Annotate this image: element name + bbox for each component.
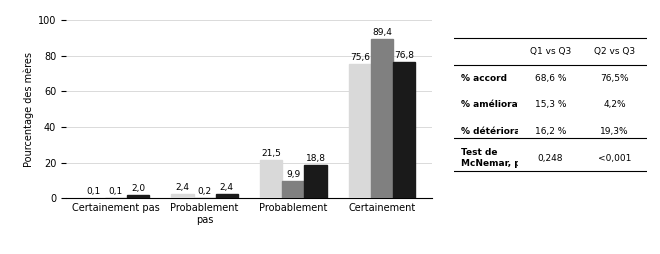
Text: 9,9: 9,9: [286, 170, 300, 179]
Text: 0,1: 0,1: [109, 187, 123, 196]
Text: 76,8: 76,8: [394, 51, 414, 60]
Bar: [216, 194, 238, 198]
Bar: [282, 181, 304, 198]
Bar: [260, 160, 282, 198]
Bar: [393, 61, 415, 198]
Bar: [172, 194, 193, 198]
Text: 75,6: 75,6: [350, 53, 370, 62]
Text: 2,0: 2,0: [131, 184, 145, 193]
Text: 2,4: 2,4: [220, 183, 234, 192]
Text: 89,4: 89,4: [372, 28, 392, 37]
Bar: [348, 64, 371, 198]
Text: 21,5: 21,5: [261, 149, 281, 158]
Text: 0,2: 0,2: [197, 187, 212, 196]
Text: 2,4: 2,4: [176, 183, 189, 192]
Bar: [127, 195, 149, 198]
Text: 0,1: 0,1: [86, 187, 101, 196]
Bar: [304, 165, 327, 198]
Y-axis label: Pourcentage des mères: Pourcentage des mères: [23, 52, 34, 167]
Text: 18,8: 18,8: [306, 154, 325, 163]
Bar: [371, 39, 393, 198]
